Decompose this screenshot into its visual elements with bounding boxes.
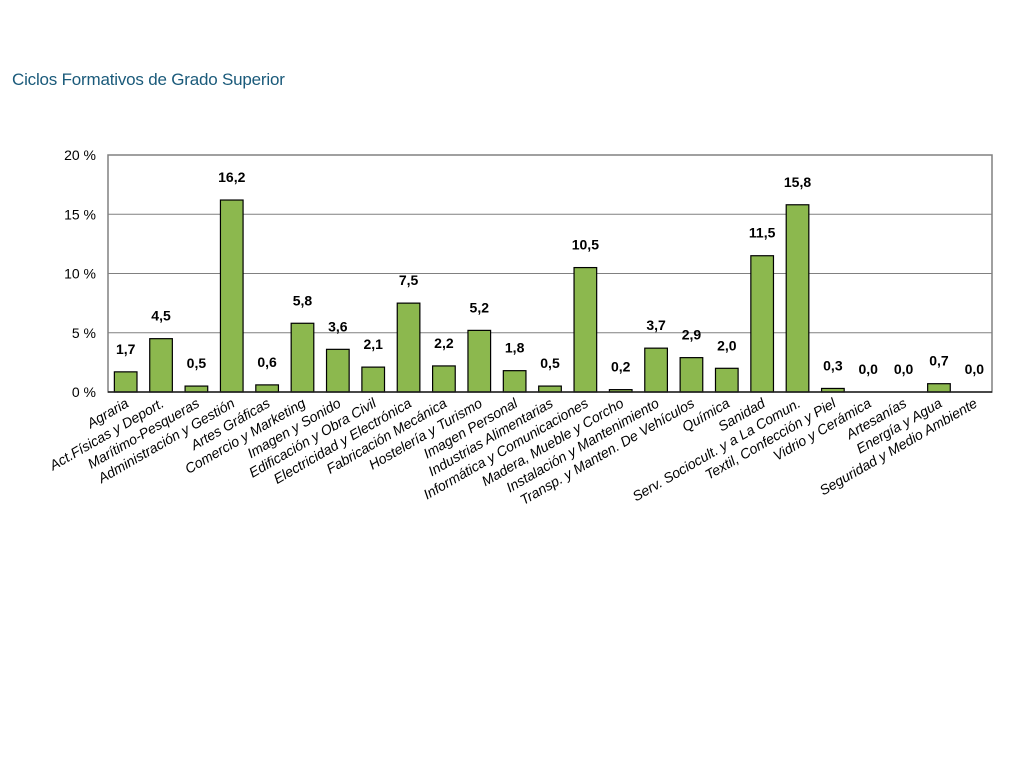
bar [149, 338, 173, 393]
data-label: 1,7 [116, 341, 136, 357]
data-label: 0,2 [611, 359, 631, 375]
grid-lines [108, 213, 992, 334]
y-tick-label: 20 % [64, 147, 96, 163]
y-tick-label: 15 % [64, 206, 96, 222]
data-label: 5,2 [470, 299, 490, 315]
data-label: 0,7 [929, 353, 949, 369]
bar [255, 384, 280, 393]
data-label: 1,8 [505, 340, 525, 356]
data-label: 0,5 [187, 355, 207, 371]
data-label: 2,9 [682, 327, 702, 343]
data-label: 3,7 [646, 317, 666, 333]
data-label: 0,0 [859, 361, 879, 377]
y-tick-label: 0 % [72, 384, 96, 400]
data-label: 0,0 [965, 361, 985, 377]
bar [184, 385, 209, 393]
bar [679, 357, 704, 393]
data-label: 16,2 [218, 169, 245, 185]
data-label: 5,8 [293, 292, 313, 308]
bar [396, 302, 421, 393]
bar [714, 367, 739, 393]
data-label: 2,1 [363, 336, 383, 352]
bar [325, 348, 350, 393]
y-axis-ticks: 0 % 5 % 10 % 15 % 20 % [64, 147, 96, 400]
bar [361, 366, 386, 393]
bar [467, 329, 492, 393]
data-labels: 1,7 4,5 0,5 16,2 0,6 5,8 3,6 2,1 7,5 2,2 5,2 1,8 0,5… [116, 169, 984, 377]
bar [785, 204, 810, 393]
bar [750, 255, 775, 393]
data-label: 2,0 [717, 337, 737, 353]
bar [644, 347, 668, 393]
bar [219, 199, 244, 393]
data-label: 0,5 [540, 355, 560, 371]
y-tick-label: 10 % [64, 266, 96, 282]
data-label: 2,2 [434, 335, 454, 351]
bar [573, 266, 598, 393]
data-label: 11,5 [749, 225, 776, 241]
data-label: 0,0 [894, 361, 914, 377]
bar [538, 385, 562, 393]
data-label: 0,3 [823, 357, 843, 373]
bar [432, 365, 456, 393]
bar [502, 370, 527, 393]
bar [290, 322, 315, 393]
data-label: 4,5 [151, 308, 171, 324]
y-tick-label: 5 % [72, 325, 96, 341]
data-label: 15,8 [784, 174, 811, 190]
bar [927, 383, 951, 393]
data-label: 10,5 [572, 237, 599, 253]
bar [113, 371, 138, 393]
page-title: Ciclos Formativos de Grado Superior [12, 70, 285, 89]
data-label: 7,5 [399, 272, 419, 288]
data-label: 0,6 [257, 354, 277, 370]
data-label: 3,6 [328, 318, 348, 334]
